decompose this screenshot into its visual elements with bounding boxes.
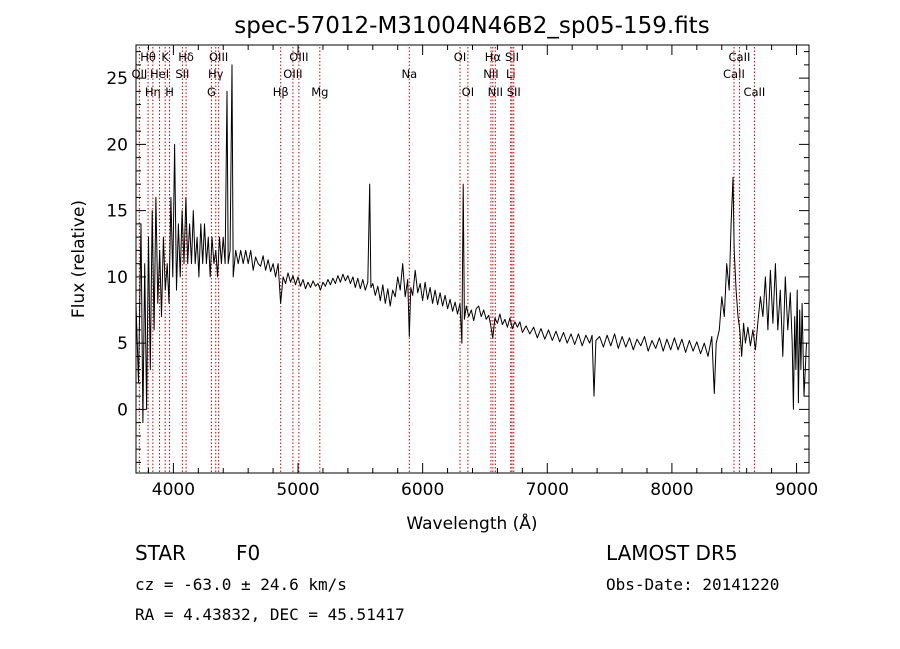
spectral-line-label: K [161,50,169,64]
spectrum-line [135,64,807,424]
y-tick-label: 15 [106,202,128,222]
y-tick-label: 25 [106,69,128,89]
spectral-line-label: OI [454,50,466,64]
spectral-line-label: Mg [311,85,328,99]
spectral-line-label: SII [175,67,189,81]
spectral-line-label: Hδ [178,50,194,64]
line-marker-layer: OIIHθHηHeIKHSIIHδGHγOIIIHβOIIIOIIIMgNaOI… [131,47,765,473]
spectral-line-label: NII [488,85,503,99]
tick-layer: 4000 5000 6000 7000 8000 9000 0 5 10 15 20 25 [106,45,818,500]
spectral-line-label: Hγ [208,67,224,81]
spectral-line-label: HeI [150,67,169,81]
spectral-line-label: Hη [145,85,161,99]
spectral-line-label: Na [401,67,417,81]
spectral-line-label: CaII [743,85,765,99]
coordinates-readout: RA = 4.43832, DEC = 45.51417 [135,605,405,624]
observation-date: Obs-Date: 20141220 [606,575,779,594]
spectral-line-label: OIII [283,67,302,81]
x-tick-label: 5000 [276,480,319,500]
x-tick-label: 8000 [650,480,693,500]
spectral-line-label: CaII [723,67,745,81]
spectral-line-label: H [165,85,174,99]
spectral-line-label: Li [506,67,516,81]
x-tick-label: 9000 [775,480,818,500]
y-axis-label: Flux (relative) [69,200,89,318]
object-class: STAR [135,541,186,565]
spectral-line-label: OIII [289,50,308,64]
spectral-line-label: OI [462,85,474,99]
spectral-line-label: OIII [209,50,228,64]
spectral-line-label: Hβ [273,85,289,99]
y-tick-label: 0 [117,400,128,420]
spectral-line-label: G [207,85,216,99]
x-tick-label: 4000 [152,480,195,500]
x-axis-label: Wavelength (Å) [406,512,537,534]
spectral-line-label: OII [131,67,147,81]
redshift-readout: cz = -63.0 ± 24.6 km/s [135,575,347,594]
x-tick-label: 6000 [401,480,444,500]
survey-name: LAMOST DR5 [606,541,738,565]
y-tick-label: 10 [106,268,128,288]
spectral-line-label: Hθ [140,50,156,64]
spectral-line-label: SII [505,50,519,64]
series-layer [135,64,807,424]
chart-title: spec-57012-M31004N46B2_sp05-159.fits [234,13,709,39]
spectral-line-label: SII [507,85,521,99]
spectral-line-label: Hα [485,50,502,64]
spectral-line-label: CaII [729,50,751,64]
object-subclass: F0 [236,541,260,565]
spectral-line-label: NII [483,67,498,81]
y-tick-label: 5 [117,334,128,354]
y-tick-label: 20 [106,135,128,155]
x-tick-label: 7000 [526,480,569,500]
